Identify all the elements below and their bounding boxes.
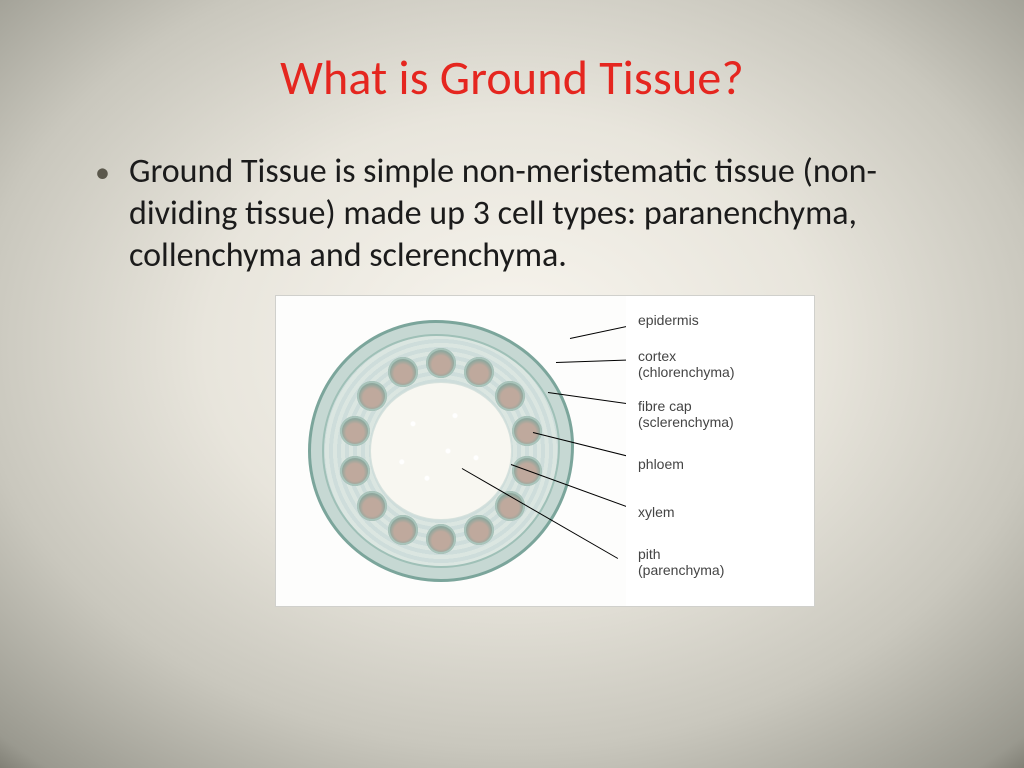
figure-labels: epidermis cortex(chlorenchyma) fibre cap(s… bbox=[626, 296, 814, 606]
slide: What is Ground Tissue? • Ground Tissue i… bbox=[0, 0, 1024, 768]
vascular-bundle bbox=[495, 381, 525, 411]
figure-label: pith(parenchyma) bbox=[638, 546, 724, 578]
figure: epidermis cortex(chlorenchyma) fibre cap(s… bbox=[275, 295, 815, 607]
figure-label-line: fibre cap bbox=[638, 398, 734, 414]
bullet-text: Ground Tissue is simple non-meristematic… bbox=[129, 151, 934, 277]
vascular-bundle bbox=[426, 348, 456, 378]
figure-diagram bbox=[276, 296, 626, 606]
figure-label-line: cortex bbox=[638, 348, 734, 364]
vascular-bundle bbox=[357, 491, 387, 521]
pith-core bbox=[370, 382, 512, 520]
bullet-item: • Ground Tissue is simple non-meristemat… bbox=[95, 151, 934, 277]
vascular-bundle bbox=[340, 456, 370, 486]
figure-label-line: (chlorenchyma) bbox=[638, 364, 734, 380]
figure-label-line: (sclerenchyma) bbox=[638, 414, 734, 430]
figure-label: phloem bbox=[638, 456, 684, 472]
vascular-bundle bbox=[388, 515, 418, 545]
figure-label-line: phloem bbox=[638, 456, 684, 472]
figure-label: cortex(chlorenchyma) bbox=[638, 348, 734, 380]
stem-cross-section bbox=[308, 320, 574, 582]
figure-wrap: epidermis cortex(chlorenchyma) fibre cap(s… bbox=[95, 287, 934, 607]
figure-label-line: (parenchyma) bbox=[638, 562, 724, 578]
slide-title: What is Ground Tissue? bbox=[0, 48, 1024, 107]
figure-label: xylem bbox=[638, 504, 675, 520]
figure-label: epidermis bbox=[638, 312, 699, 328]
slide-body: • Ground Tissue is simple non-meristemat… bbox=[0, 151, 1024, 607]
vascular-bundle bbox=[388, 357, 418, 387]
figure-label-line: epidermis bbox=[638, 312, 699, 328]
figure-label: fibre cap(sclerenchyma) bbox=[638, 398, 734, 430]
figure-label-line: xylem bbox=[638, 504, 675, 520]
vascular-bundle bbox=[464, 357, 494, 387]
vascular-bundle bbox=[426, 524, 456, 554]
vascular-bundle bbox=[512, 416, 542, 446]
bullet-marker: • bbox=[95, 151, 129, 193]
figure-label-line: pith bbox=[638, 546, 724, 562]
